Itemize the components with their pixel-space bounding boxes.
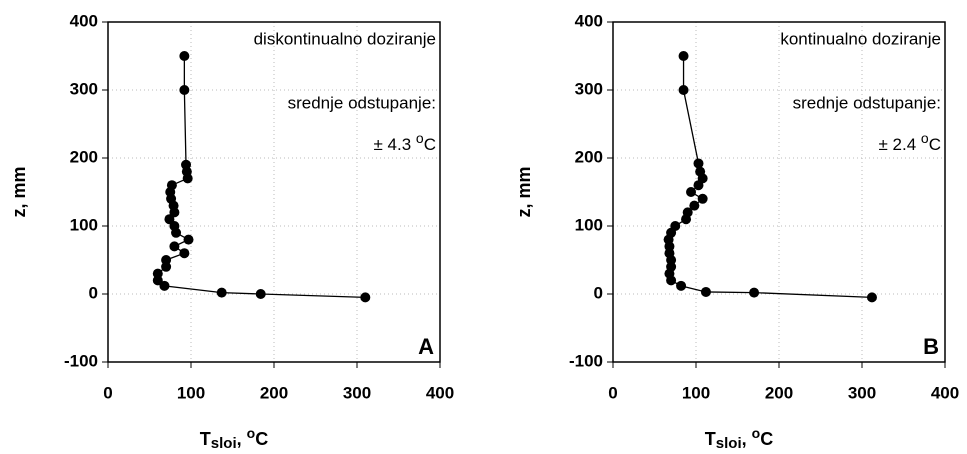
y-tick-label: 200: [70, 147, 98, 166]
data-point: [678, 51, 689, 61]
annotation: diskontinualno doziranje: [254, 29, 436, 48]
data-point: [179, 248, 190, 259]
plot-frame: [107, 21, 441, 363]
x-axis-label-part: o: [247, 425, 256, 441]
data-point: [161, 261, 172, 272]
deviation: ± 4.3 oC: [374, 130, 437, 155]
panel-label: A: [418, 334, 434, 359]
x-tick-label: 300: [343, 383, 371, 402]
data-point: [681, 214, 692, 225]
data-point: [678, 85, 689, 95]
data-point: [360, 292, 371, 303]
y-axis-label: z, mm: [514, 166, 534, 217]
panel-label: B: [923, 334, 939, 359]
y-tick-label: 0: [594, 283, 603, 302]
x-axis-label-part: C: [255, 429, 268, 449]
x-axis-label-part: C: [760, 429, 773, 449]
x-axis-label: Tsloi, oC: [705, 425, 773, 452]
deviation-part: o: [921, 130, 929, 146]
x-tick-label: 0: [103, 383, 112, 402]
data-point: [866, 292, 877, 303]
annotation: srednje odstupanje:: [288, 93, 436, 112]
data-point: [693, 158, 704, 169]
y-tick-label: 0: [89, 283, 98, 302]
y-tick-label: 100: [70, 215, 98, 234]
x-tick-label: 0: [608, 383, 617, 402]
deviation-part: ± 4.3: [374, 135, 416, 154]
y-tick-label: 300: [70, 79, 98, 98]
panel: -100 0 100 200 300 400 0 100 200 300 400 z, mm Tsloi…: [514, 11, 959, 451]
x-tick-label: 100: [682, 383, 710, 402]
x-axis-label-part: ,: [742, 429, 752, 449]
x-axis-label-part: o: [752, 425, 761, 441]
x-axis-label-part: ,: [237, 429, 247, 449]
x-tick-label: 400: [931, 383, 959, 402]
deviation-part: ± 2.4: [879, 135, 921, 154]
data-point: [676, 280, 687, 291]
annotation: srednje odstupanje:: [793, 93, 941, 112]
data-point: [689, 200, 700, 211]
data-point: [179, 51, 190, 61]
x-tick-label: 200: [765, 383, 793, 402]
y-tick-label: -100: [64, 351, 98, 370]
data-point: [183, 234, 194, 245]
data-point: [749, 287, 760, 298]
deviation-part: C: [424, 135, 436, 154]
data-point: [179, 85, 190, 95]
data-point: [700, 286, 711, 297]
deviation-part: o: [416, 130, 424, 146]
deviation-part: C: [929, 135, 941, 154]
y-tick-label: 300: [575, 79, 603, 98]
annotation: kontinualno doziranje: [780, 29, 941, 48]
plot-frame: [612, 21, 946, 363]
y-tick-label: 400: [70, 11, 98, 30]
panel: -100 0 100 200 300 400 0 100 200 300 400 z, mm Tsloi…: [9, 11, 454, 451]
x-axis-label-part: sloi: [716, 435, 742, 452]
data-point: [686, 187, 697, 197]
data-point: [169, 241, 180, 252]
x-axis-label-part: T: [705, 429, 716, 449]
y-axis-label: z, mm: [9, 166, 29, 217]
x-axis-label: Tsloi, oC: [200, 425, 268, 452]
data-point: [182, 173, 193, 184]
data-point: [693, 180, 704, 191]
deviation: ± 2.4 oC: [879, 130, 942, 155]
data-point: [697, 193, 708, 204]
y-tick-label: 200: [575, 147, 603, 166]
x-tick-label: 300: [848, 383, 876, 402]
x-tick-label: 400: [426, 383, 454, 402]
data-point: [216, 287, 227, 298]
data-point: [171, 227, 182, 238]
y-tick-label: 400: [575, 11, 603, 30]
data-point: [152, 275, 163, 286]
x-tick-label: 200: [260, 383, 288, 402]
x-axis-label-part: T: [200, 429, 211, 449]
x-axis-label-part: sloi: [211, 435, 237, 452]
data-point: [159, 280, 170, 291]
x-tick-label: 100: [177, 383, 205, 402]
y-tick-label: 100: [575, 215, 603, 234]
data-point: [666, 275, 677, 286]
y-tick-label: -100: [569, 351, 603, 370]
data-point: [255, 289, 266, 299]
